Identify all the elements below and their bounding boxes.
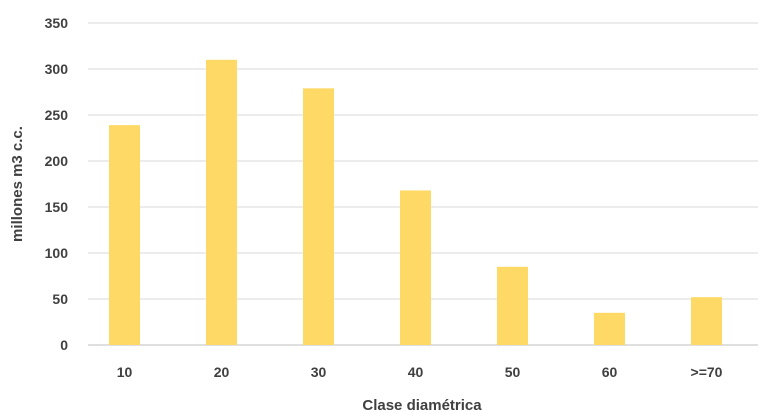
bar <box>691 297 722 345</box>
x-tick-label: 10 <box>117 364 133 380</box>
x-tick-label: 50 <box>505 364 521 380</box>
x-tick-label: 40 <box>408 364 424 380</box>
x-axis-title: Clase diamétrica <box>362 397 482 414</box>
bar <box>303 88 334 345</box>
bar <box>400 190 431 345</box>
x-tick-label: >=70 <box>691 364 723 380</box>
y-tick-label: 350 <box>45 15 69 31</box>
bar <box>497 266 528 345</box>
y-axis-title: millones m3 c.c. <box>9 126 26 242</box>
y-tick-label: 150 <box>45 199 69 215</box>
x-tick-label: 60 <box>602 364 618 380</box>
y-tick-label: 300 <box>45 61 69 77</box>
bar <box>109 125 140 346</box>
bars <box>109 59 722 346</box>
bar <box>206 59 237 346</box>
x-axis-ticks: 10 20 30 40 50 60 >=70 <box>117 364 723 380</box>
y-axis-ticks: 0 50 100 150 200 250 300 350 <box>45 15 69 353</box>
y-tick-label: 0 <box>60 337 68 353</box>
bar <box>594 312 625 345</box>
y-tick-label: 250 <box>45 107 69 123</box>
x-tick-label: 20 <box>214 364 230 380</box>
x-tick-label: 30 <box>311 364 327 380</box>
y-tick-label: 100 <box>45 245 69 261</box>
y-tick-label: 50 <box>52 291 68 307</box>
y-tick-label: 200 <box>45 153 69 169</box>
